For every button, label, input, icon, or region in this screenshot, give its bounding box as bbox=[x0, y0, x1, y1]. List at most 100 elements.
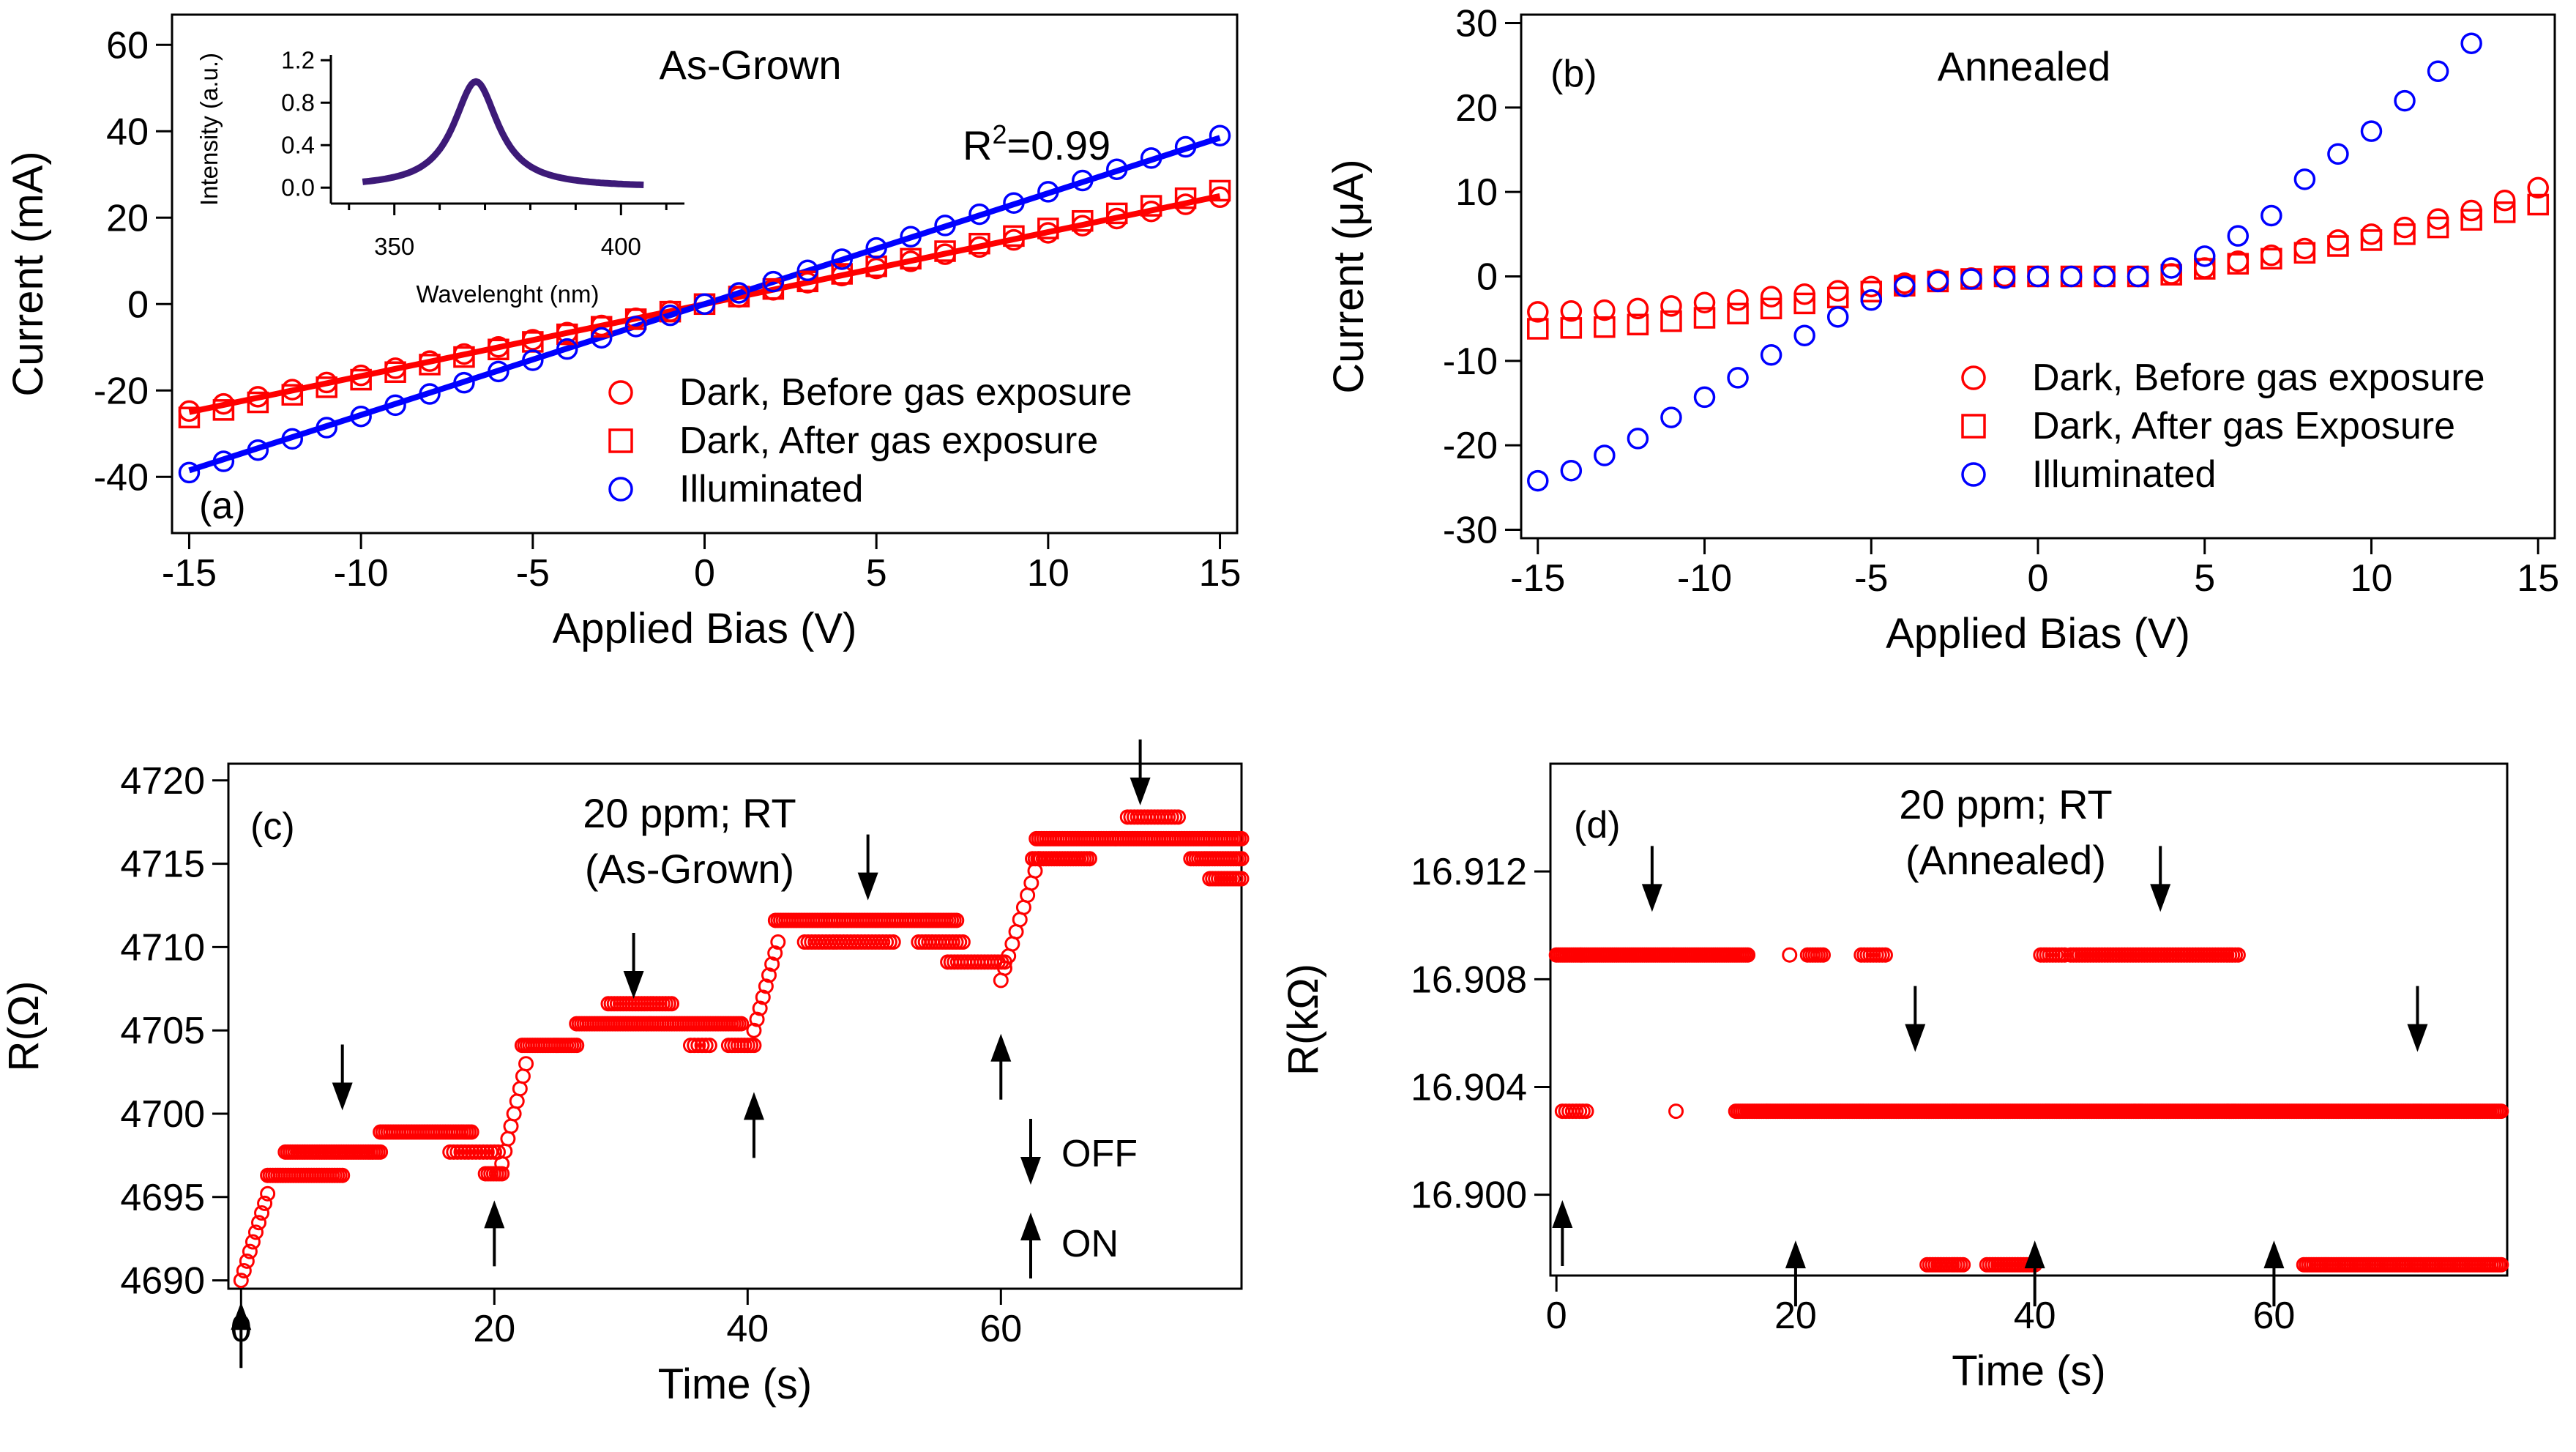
y-tick-label: 10 bbox=[1455, 171, 1498, 214]
data-point bbox=[1760, 344, 1782, 366]
data-point bbox=[1826, 280, 1849, 302]
data-point bbox=[758, 978, 774, 994]
data-point bbox=[212, 399, 235, 421]
data-point bbox=[2227, 253, 2250, 275]
x-tick-label: 40 bbox=[726, 1308, 769, 1350]
data-point bbox=[1740, 947, 1756, 963]
data-point bbox=[1960, 268, 1982, 290]
data-point bbox=[1105, 202, 1128, 225]
data-point bbox=[242, 1243, 258, 1259]
inset-x-axis-label: Wavelenght (nm) bbox=[416, 280, 599, 308]
data-point bbox=[1209, 124, 1231, 146]
y-tick-label: 40 bbox=[106, 111, 149, 153]
data-point bbox=[1693, 307, 1716, 329]
data-point bbox=[1003, 225, 1025, 247]
inset-y-axis-label: Intensity (a.u.) bbox=[195, 53, 223, 206]
data-point bbox=[1171, 809, 1186, 825]
x-tick-label: 10 bbox=[2351, 557, 2393, 600]
y-tick-label: -20 bbox=[94, 370, 149, 412]
arrow-off bbox=[2150, 846, 2171, 912]
data-point bbox=[2427, 216, 2449, 239]
data-point bbox=[1233, 830, 1250, 846]
legend-marker bbox=[608, 428, 633, 453]
data-point bbox=[968, 203, 990, 226]
data-point bbox=[2057, 947, 2073, 963]
panel-b: -15 -10 -5 0 5 10 15 -30 -20 -10 0 10 20 30 Applied Bi… bbox=[1325, 3, 2559, 658]
data-point bbox=[2427, 60, 2449, 83]
chart-title-line: 20 ppm; RT bbox=[583, 790, 796, 836]
data-point bbox=[2193, 258, 2216, 280]
data-point bbox=[733, 1016, 750, 1032]
data-point bbox=[659, 304, 682, 327]
x-tick-label: 15 bbox=[2517, 557, 2559, 600]
data-point bbox=[419, 354, 441, 376]
y-axis-label: R(Ω) bbox=[0, 981, 48, 1072]
x-axis-label: Time (s) bbox=[1952, 1347, 2105, 1395]
data-point bbox=[178, 461, 201, 484]
y-tick-label: 4705 bbox=[120, 1010, 205, 1052]
data-point bbox=[1233, 851, 1250, 867]
series-illuminated bbox=[178, 124, 1231, 484]
y-tick-label: -30 bbox=[1443, 509, 1498, 551]
panel-label: (b) bbox=[1550, 53, 1597, 95]
data-point bbox=[247, 439, 269, 461]
data-point bbox=[2527, 193, 2549, 216]
series-illuminated bbox=[1527, 32, 2482, 492]
x-tick-label: -15 bbox=[162, 552, 217, 595]
data-point bbox=[2293, 168, 2316, 190]
data-point bbox=[1072, 169, 1094, 192]
data-point bbox=[2493, 189, 2516, 212]
data-point bbox=[2327, 229, 2349, 251]
data-point bbox=[1826, 306, 1849, 328]
data-point bbox=[1578, 1103, 1594, 1120]
data-point bbox=[515, 1068, 531, 1084]
data-point bbox=[2493, 1103, 2509, 1120]
data-point bbox=[2394, 216, 2416, 239]
data-point bbox=[1081, 851, 1097, 867]
arrow-off bbox=[1641, 846, 1662, 912]
data-point bbox=[1693, 291, 1716, 313]
data-point bbox=[755, 989, 771, 1005]
y-tick-label: 16.900 bbox=[1411, 1174, 1527, 1217]
inset-x-tick-label: 400 bbox=[601, 233, 641, 260]
data-point bbox=[1627, 313, 1649, 335]
data-point bbox=[2493, 201, 2516, 223]
panel-a: -15 -10 -5 0 5 10 15 -40 -20 0 20 40 60 Applied Bias … bbox=[4, 13, 1241, 652]
data-point bbox=[350, 368, 372, 391]
legend-marker bbox=[1961, 414, 1986, 439]
data-point bbox=[1627, 297, 1649, 320]
data-point bbox=[2460, 209, 2482, 231]
data-point bbox=[236, 1262, 252, 1278]
data-point bbox=[1993, 267, 2016, 289]
data-point bbox=[2360, 120, 2383, 142]
data-point bbox=[247, 1224, 264, 1240]
data-point bbox=[1782, 947, 1798, 963]
arrow-off bbox=[623, 932, 644, 999]
r-squared-label: R2=0.99 bbox=[963, 119, 1110, 168]
y-axis-label: Current (mA) bbox=[4, 151, 52, 396]
data-point bbox=[752, 1000, 768, 1016]
data-point bbox=[1037, 181, 1059, 203]
data-point bbox=[569, 1038, 585, 1054]
data-point bbox=[934, 240, 956, 262]
data-point bbox=[701, 1038, 717, 1054]
arrow-off bbox=[1130, 739, 1151, 805]
data-point bbox=[281, 428, 304, 450]
data-point bbox=[1660, 295, 1682, 317]
y-tick-label: 4720 bbox=[120, 760, 205, 803]
data-point bbox=[556, 323, 578, 346]
data-point bbox=[746, 1022, 762, 1038]
data-point bbox=[1927, 270, 1949, 293]
data-point bbox=[761, 967, 777, 983]
data-point bbox=[2160, 257, 2182, 279]
data-point bbox=[2260, 247, 2282, 270]
y-tick-label: -40 bbox=[94, 456, 149, 499]
key-label-on: ON bbox=[1061, 1223, 1119, 1265]
data-point bbox=[2127, 265, 2149, 288]
data-point bbox=[1527, 301, 1549, 323]
data-point bbox=[1105, 158, 1128, 180]
data-point bbox=[949, 912, 965, 928]
data-point bbox=[749, 1011, 765, 1027]
data-point bbox=[693, 293, 716, 316]
data-point bbox=[885, 934, 901, 950]
